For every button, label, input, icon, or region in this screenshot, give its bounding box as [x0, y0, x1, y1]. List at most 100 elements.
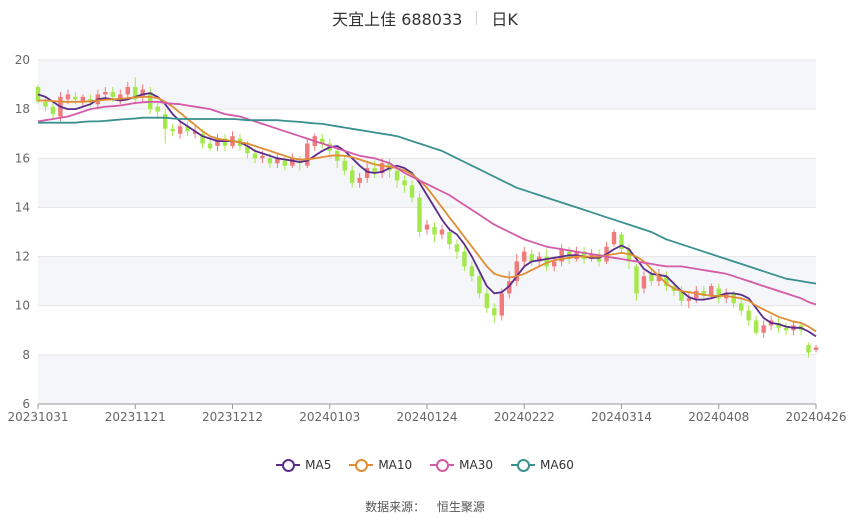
candle-body — [484, 293, 490, 309]
candle-body — [409, 185, 415, 198]
candle-body — [207, 143, 213, 149]
legend-label: MA10 — [378, 458, 413, 472]
candle-body — [634, 266, 639, 294]
legend-swatch-circle — [517, 459, 531, 472]
y-tick-label: 6 — [22, 397, 30, 411]
period-label: 日K — [491, 10, 518, 29]
x-tick-label: 20240103 — [299, 410, 360, 424]
legend-item-ma30[interactable]: MA30 — [430, 458, 493, 472]
legend-item-ma5[interactable]: MA5 — [276, 458, 331, 472]
candle-body — [544, 256, 549, 267]
candle-body — [65, 94, 71, 100]
candle-body — [462, 251, 467, 267]
candle-body — [282, 160, 288, 166]
x-tick-label: 20231121 — [105, 410, 166, 424]
y-tick-label: 18 — [15, 102, 30, 116]
candle-body — [50, 106, 56, 115]
candle-body — [118, 94, 123, 100]
chart-title-bar: 天宜上佳 688033 日K — [0, 6, 850, 30]
candle-body — [746, 310, 751, 321]
candle-body — [394, 170, 400, 181]
legend-swatch-icon — [349, 458, 374, 472]
legend-swatch-circle — [282, 459, 296, 472]
candle-body — [551, 261, 557, 267]
title-separator — [476, 11, 478, 25]
candle-body — [454, 244, 460, 252]
candle-body — [267, 158, 273, 164]
x-tick-label: 20240222 — [494, 410, 555, 424]
candle-body — [641, 276, 647, 289]
candle-body — [290, 158, 295, 166]
legend-label: MA30 — [459, 458, 494, 472]
candle-body — [192, 131, 198, 134]
legend-swatch-icon — [511, 458, 536, 472]
y-tick-label: 14 — [15, 200, 30, 214]
candle-body — [140, 89, 145, 97]
candle-body — [738, 303, 744, 311]
x-tick-label: 20231031 — [7, 410, 68, 424]
source-value: 恒生聚源 — [436, 500, 485, 514]
candle-body — [252, 153, 258, 159]
candle-body — [342, 160, 347, 171]
x-tick-label: 20231212 — [202, 410, 263, 424]
candlestick-chart: 6 8 10 12 14 16 18 20 20231031 20231121 20231212 20… — [7, 53, 846, 424]
candle-body — [783, 327, 789, 331]
candle-body — [162, 114, 168, 129]
series-line-ma30 — [37, 100, 817, 306]
candle-body — [536, 256, 542, 262]
candle-body — [626, 249, 632, 262]
candle-body — [432, 227, 437, 235]
series-line-ma60 — [38, 116, 817, 285]
y-tick-label: 12 — [15, 250, 30, 264]
candle-body — [402, 180, 407, 186]
x-tick-label: 20240408 — [688, 410, 749, 424]
candle-body — [200, 133, 205, 144]
candle-body — [492, 308, 497, 316]
candle-body — [664, 276, 669, 287]
candle-body — [103, 91, 108, 95]
y-tick-label: 20 — [15, 53, 30, 67]
candle-body — [619, 234, 624, 250]
x-tick-label: 20240314 — [591, 410, 652, 424]
candle-body — [514, 261, 519, 282]
candle-body — [813, 347, 819, 350]
candle-body — [275, 158, 280, 164]
legend: MA5 MA10 MA30 MA60 — [0, 458, 850, 472]
candle-body — [611, 232, 617, 245]
candle-body — [507, 281, 512, 294]
y-tick-label: 8 — [22, 348, 30, 362]
legend-swatch-circle — [355, 459, 369, 472]
candle-body — [110, 91, 116, 97]
candle-body — [305, 143, 310, 166]
candle-body — [731, 293, 736, 304]
legend-swatch-icon — [276, 458, 301, 472]
candle-body — [469, 266, 475, 277]
candle-body — [215, 138, 220, 146]
data-source: 数据来源： 恒生聚源 — [0, 498, 850, 515]
candle-body — [372, 168, 377, 174]
y-tick-label: 16 — [15, 151, 30, 165]
candle-body — [679, 290, 684, 301]
candle-body — [170, 128, 175, 132]
candle-body — [761, 325, 766, 333]
candle-body — [125, 87, 130, 95]
legend-label: MA5 — [305, 458, 332, 472]
candle-body — [716, 288, 721, 299]
candle-body — [776, 322, 781, 328]
candle-body — [379, 163, 385, 174]
candle-body — [245, 146, 250, 154]
candle-body — [133, 87, 138, 100]
legend-item-ma60[interactable]: MA60 — [511, 458, 574, 472]
candle-body — [417, 197, 422, 232]
candle-body — [581, 251, 587, 260]
grid-band — [38, 256, 816, 306]
candle-body — [709, 286, 714, 296]
candle-body — [753, 320, 759, 333]
candle-body — [357, 177, 362, 183]
legend-item-ma10[interactable]: MA10 — [349, 458, 412, 472]
candle-body — [686, 298, 692, 301]
candle-body — [222, 138, 228, 146]
grid-band — [38, 158, 816, 208]
y-tick-label: 10 — [15, 299, 30, 313]
candle-body — [439, 229, 445, 235]
